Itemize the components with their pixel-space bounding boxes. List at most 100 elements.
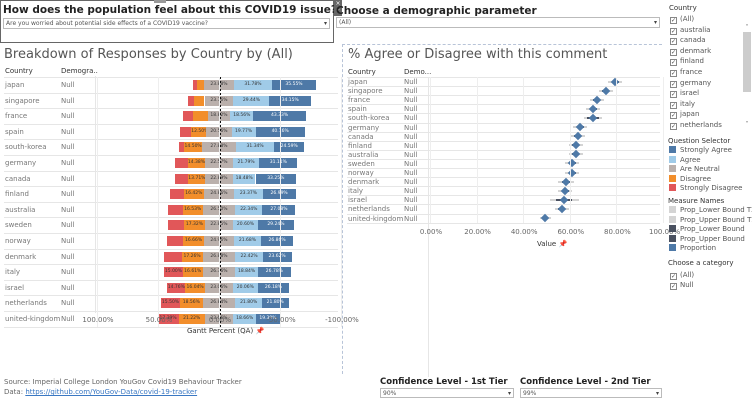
gantt-bar-agree[interactable]: 23.37%	[234, 189, 263, 200]
gantt-bar-are-neutral[interactable]: 27.88%	[201, 142, 236, 153]
question-dropdown[interactable]: Are you worried about potential side eff…	[3, 18, 330, 29]
gantt-bar-disagree[interactable]	[193, 95, 205, 106]
legend-item[interactable]: Prop_Upper Bound	[669, 234, 745, 244]
gantt-bar-agree[interactable]: 22.42%	[235, 251, 263, 262]
country-filter-item[interactable]: ✓ japan	[670, 110, 699, 120]
gantt-bar-strongly-disagree[interactable]	[175, 158, 188, 168]
gantt-bar-disagree[interactable]: 14.50%	[184, 142, 202, 153]
data-link[interactable]: https://github.com/YouGov-Data/covid-19-…	[25, 388, 198, 396]
checkbox[interactable]: ✓	[670, 273, 677, 280]
gantt-bar-strongly-disagree[interactable]: 17.39%	[157, 314, 179, 324]
gantt-bar-strongly-disagree[interactable]	[168, 220, 184, 231]
scroll-down-icon[interactable]: ˅	[745, 121, 749, 128]
proportion-point[interactable]	[588, 113, 598, 123]
checkbox[interactable]: ✓	[670, 38, 677, 46]
legend-item[interactable]: Are Neutral	[669, 165, 720, 174]
gantt-bar-strongly-disagree[interactable]: 14.76%	[167, 282, 186, 293]
checkbox[interactable]: ✓	[670, 27, 677, 35]
demographic-dropdown[interactable]: (All) ▾	[336, 17, 660, 28]
scroll-up-icon[interactable]: ˄	[745, 24, 749, 31]
gantt-bar-disagree[interactable]: 14.38%	[187, 158, 206, 168]
proportion-point[interactable]	[576, 122, 585, 132]
gantt-bar-strongly-agree[interactable]: 24.59%	[274, 142, 305, 153]
category-filter-item[interactable]: ✓ Null	[670, 281, 694, 290]
gantt-bar-agree[interactable]: 20.06%	[233, 282, 258, 293]
gantt-bar-agree[interactable]: 18.84%	[235, 267, 259, 278]
drag-handle[interactable]	[154, 0, 166, 3]
confidence-1-dropdown[interactable]: 90% ▾	[380, 388, 514, 398]
gantt-bar-strongly-disagree[interactable]	[178, 142, 185, 153]
legend-item[interactable]: Strongly Disagree	[669, 184, 742, 193]
gantt-bar-strongly-disagree[interactable]	[188, 95, 194, 106]
gantt-bar-agree[interactable]: 20.60%	[232, 220, 259, 231]
gantt-bar-are-neutral[interactable]: 26.88%	[202, 251, 236, 262]
country-filter-item[interactable]: ✓ france	[670, 68, 702, 77]
checkbox[interactable]: ✓	[670, 101, 677, 109]
gantt-bar-agree[interactable]: 22.34%	[235, 204, 263, 215]
proportion-point[interactable]	[557, 204, 566, 214]
checkbox[interactable]: ✓	[670, 123, 677, 130]
gantt-bar-strongly-agree[interactable]: 35.55%	[272, 80, 316, 90]
gantt-bar-agree[interactable]: 31.34%	[236, 142, 275, 153]
gantt-bar-are-neutral[interactable]: 26.84%	[202, 298, 236, 309]
checkbox[interactable]: ✓	[670, 80, 677, 88]
proportion-point[interactable]	[592, 95, 601, 104]
gantt-bar-strongly-agree[interactable]: 43.33%	[253, 111, 306, 122]
gantt-bar-are-neutral[interactable]: 22.85%	[205, 220, 233, 231]
gantt-bar-disagree[interactable]: 12.50%	[191, 126, 207, 137]
gantt-bar-are-neutral[interactable]: 22.57%	[205, 158, 233, 168]
gantt-bar-are-neutral[interactable]: 26.50%	[202, 204, 236, 215]
country-filter-item[interactable]: ✓ germany	[670, 79, 711, 88]
country-filter-item[interactable]: ✓ canada	[670, 36, 706, 46]
gantt-bar-strongly-disagree[interactable]: 15.50%	[161, 298, 180, 309]
legend-item[interactable]: Prop_Upper Bound T2	[669, 215, 752, 225]
gantt-bar-disagree[interactable]: 13.71%	[188, 173, 206, 184]
checkbox[interactable]: ✓	[670, 17, 677, 24]
legend-item[interactable]: Disagree	[669, 174, 711, 184]
gantt-bar-strongly-disagree[interactable]	[168, 204, 183, 215]
gantt-bar-agree[interactable]: 29.44%	[233, 95, 270, 106]
gantt-bar-agree[interactable]: 18.56%	[230, 111, 254, 122]
gantt-bar-disagree[interactable]	[193, 111, 208, 122]
country-filter-item[interactable]: ✓ denmark	[670, 47, 711, 56]
gantt-bar-are-neutral[interactable]: 26.36%	[202, 267, 236, 278]
gantt-bar-strongly-agree[interactable]: 29.24%	[258, 220, 294, 231]
gantt-bar-disagree[interactable]: 17.32%	[183, 220, 206, 231]
country-filter-item[interactable]: ✓ italy	[670, 100, 695, 109]
checkbox[interactable]: ✓	[670, 283, 677, 290]
gantt-bar-disagree[interactable]: 16.61%	[182, 267, 203, 278]
gantt-bar-strongly-disagree[interactable]	[182, 111, 194, 122]
checkbox[interactable]: ✓	[670, 48, 677, 56]
legend-item[interactable]: Proportion	[669, 244, 716, 253]
close-panel-button[interactable]: × ▾	[334, 0, 342, 16]
gantt-bar-strongly-agree[interactable]: 19.39%	[256, 314, 280, 324]
proportion-point[interactable]	[541, 213, 550, 223]
gantt-bar-are-neutral[interactable]: 23.76%	[204, 95, 234, 106]
gantt-bar-are-neutral[interactable]: 23.06%	[204, 282, 234, 293]
gantt-bar-disagree[interactable]: 17.26%	[181, 251, 203, 262]
gantt-bar-agree[interactable]: 18.48%	[232, 173, 256, 184]
legend-item[interactable]: Strongly Agree	[669, 146, 732, 155]
checkbox[interactable]: ✓	[670, 70, 677, 77]
legend-item[interactable]: Agree	[669, 155, 701, 165]
proportion-point[interactable]	[610, 77, 620, 86]
gantt-bar-disagree[interactable]: 16.42%	[183, 189, 204, 200]
proportion-point[interactable]	[601, 86, 611, 95]
gantt-bar-strongly-disagree[interactable]	[193, 80, 197, 90]
gantt-bar-agree[interactable]: 21.79%	[232, 158, 260, 168]
country-filter-item[interactable]: ✓ netherlands	[670, 121, 722, 130]
gantt-bar-strongly-disagree[interactable]: 15.00%	[164, 267, 183, 278]
gantt-bar-strongly-agree[interactable]: 31.11%	[259, 158, 298, 168]
gantt-bar-disagree[interactable]	[196, 80, 205, 90]
gantt-bar-strongly-agree[interactable]: 26.78%	[258, 267, 291, 278]
gantt-bar-strongly-agree[interactable]: 26.86%	[260, 236, 294, 246]
gantt-bar-agree[interactable]: 21.68%	[234, 236, 261, 246]
gantt-bar-strongly-agree[interactable]: 26.99%	[262, 189, 296, 200]
gantt-bar-strongly-agree[interactable]: 34.15%	[269, 95, 312, 106]
gantt-bar-are-neutral[interactable]: 18.82%	[207, 111, 231, 122]
gantt-bar-are-neutral[interactable]: 24.86%	[203, 189, 235, 200]
checkbox[interactable]: ✓	[670, 112, 677, 120]
legend-item[interactable]: Prop_Lower Bound T2	[669, 206, 752, 215]
gantt-bar-are-neutral[interactable]: 24.96%	[203, 236, 235, 246]
gantt-bar-are-neutral[interactable]: 23.56%	[204, 314, 234, 324]
